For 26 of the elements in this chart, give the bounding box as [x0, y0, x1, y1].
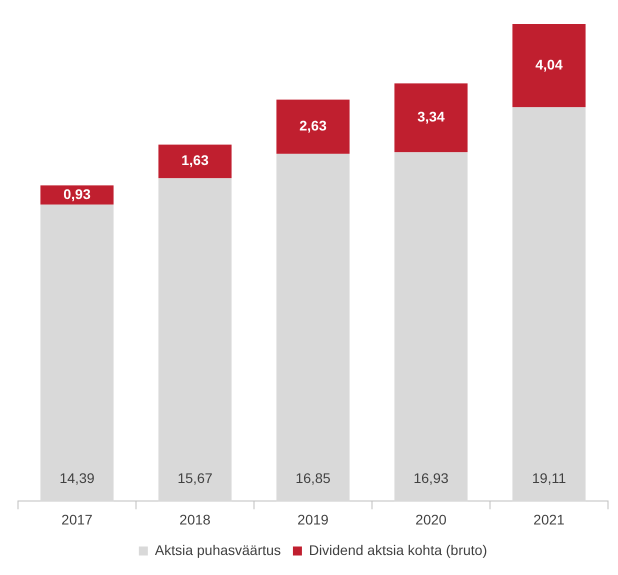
data-label: 15,67	[177, 470, 213, 486]
data-label: 2,63	[299, 118, 327, 134]
data-label: 16,93	[413, 470, 449, 486]
data-label: 4,04	[535, 56, 563, 72]
data-label: 0,93	[63, 186, 91, 202]
data-label: 1,63	[181, 152, 209, 168]
bar	[276, 100, 350, 154]
data-label: 19,11	[532, 470, 566, 486]
bar	[394, 152, 468, 502]
legend-label: Dividend aktsia kohta (bruto)	[308, 542, 488, 558]
data-label: 14,39	[59, 470, 95, 486]
legend-label: Aktsia puhasväärtus	[154, 542, 281, 558]
bar	[158, 144, 232, 178]
bar	[40, 204, 114, 502]
data-label: 16,85	[295, 470, 331, 486]
bar	[158, 178, 232, 502]
bar	[512, 107, 586, 502]
bar	[394, 83, 468, 152]
bar	[276, 154, 350, 502]
x-tick-label: 2019	[297, 511, 329, 528]
bar	[512, 24, 586, 108]
x-tick-label: 2021	[533, 511, 565, 528]
x-tick-label: 2020	[415, 511, 447, 528]
x-tick-label: 2017	[61, 511, 93, 528]
x-tick-label: 2018	[179, 511, 211, 528]
data-label: 3,34	[417, 108, 445, 125]
